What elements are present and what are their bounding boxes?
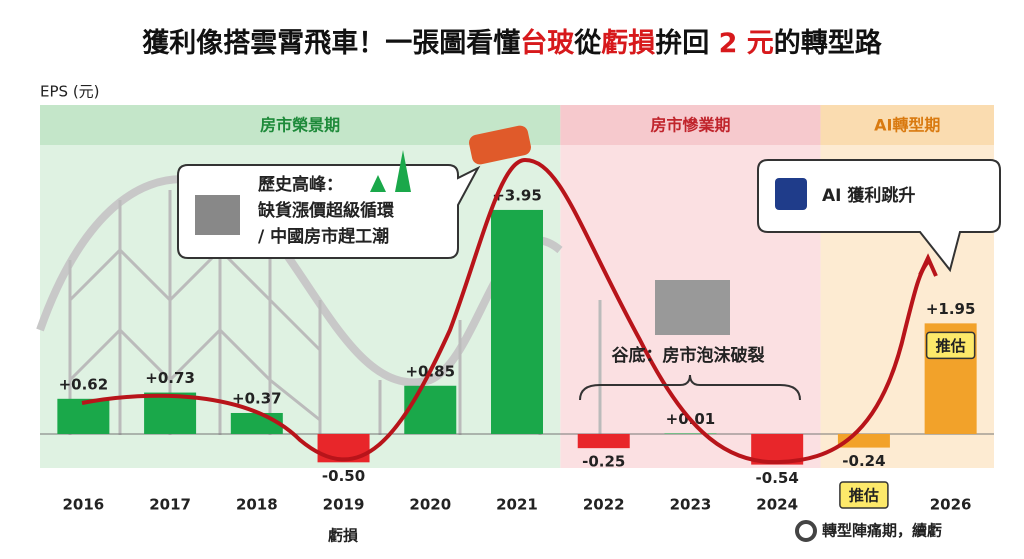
x-tick-label: 2021: [496, 496, 538, 514]
trough-callout: 谷底：房市泡沫破裂: [579, 280, 801, 401]
title-part: 的轉型路: [774, 27, 883, 59]
annotation: / 中國房市趕工潮: [258, 226, 389, 247]
value-label: +1.95: [926, 300, 976, 318]
phase-header: [820, 105, 994, 145]
x-tick-label: 2023: [670, 496, 712, 514]
annotation: 轉型陣痛期，續虧: [822, 522, 942, 540]
x-tick-label: 2026: [930, 496, 972, 514]
phase-label: AI轉型期: [874, 116, 940, 135]
annotation: 缺貨漲價超級循環: [258, 200, 395, 221]
x-tick-label: 2018: [236, 496, 278, 514]
value-label: -0.54: [756, 469, 799, 487]
value-label: +0.73: [145, 369, 195, 387]
bar: [664, 433, 717, 434]
title-part: 拚回: [655, 28, 718, 59]
chart-title: 獲利像搭雲霄飛車！一張圖看懂台玻從虧損拚回 2 元的轉型路: [142, 27, 883, 59]
bar: [491, 209, 543, 434]
title-part: 台玻: [520, 27, 575, 59]
annotation: 虧損: [327, 527, 359, 545]
phase-header: [560, 105, 821, 145]
x-tick-label: 2019: [323, 496, 365, 514]
annotation: 歷史高峰：: [258, 174, 343, 195]
title-part: 2 元: [719, 28, 774, 59]
title-part: 獲利像搭雲霄飛車！一張圖看懂: [142, 28, 520, 59]
estimate-badge: [925, 331, 976, 360]
plot: 2016 +0.62 2017 +0.73 2018 +0.37 2019 -0.50 2020…: [40, 186, 994, 514]
phase-label: 房市榮景期: [260, 116, 340, 135]
trend-curve: [81, 157, 930, 465]
value-label: -0.24: [842, 452, 885, 470]
value-label: +0.62: [59, 375, 109, 393]
x-tick-label: 2020: [409, 496, 451, 514]
y-axis-label: EPS (元): [40, 83, 100, 101]
trend-arrow: [918, 253, 938, 277]
estimate-label: 推估: [936, 337, 966, 355]
ai-callout: AI 獲利跳升: [757, 159, 1001, 273]
coaster-car: [469, 125, 531, 165]
x-tick-label: 2022: [583, 496, 625, 514]
estimate-label: 推估: [849, 487, 879, 505]
bar: [404, 385, 457, 434]
phase-label: 房市慘業期: [650, 116, 730, 135]
bar: [577, 433, 630, 449]
bar: [230, 412, 283, 434]
title-part: 從: [573, 28, 601, 59]
coaster-frame: [36, 175, 602, 435]
value-label: -0.50: [322, 467, 365, 485]
x-tick-label: 2016: [62, 496, 104, 514]
estimate-badge: [839, 481, 889, 509]
gear-icon: [795, 520, 817, 542]
title-part: 虧損: [601, 28, 655, 59]
peak-callout: 歷史高峰： 缺貨漲價超級循環 / 中國房市趕工潮: [177, 150, 481, 259]
bar: [144, 392, 197, 434]
value-label: +0.37: [232, 389, 282, 407]
x-tick-label: 2024: [756, 496, 798, 514]
value-label: +3.95: [492, 186, 542, 204]
x-tick-label: 2017: [149, 496, 191, 514]
annotation: AI 獲利跳升: [822, 185, 915, 206]
value-label: -0.25: [582, 453, 625, 471]
annotation: 谷底：房市泡沫破裂: [612, 345, 765, 366]
